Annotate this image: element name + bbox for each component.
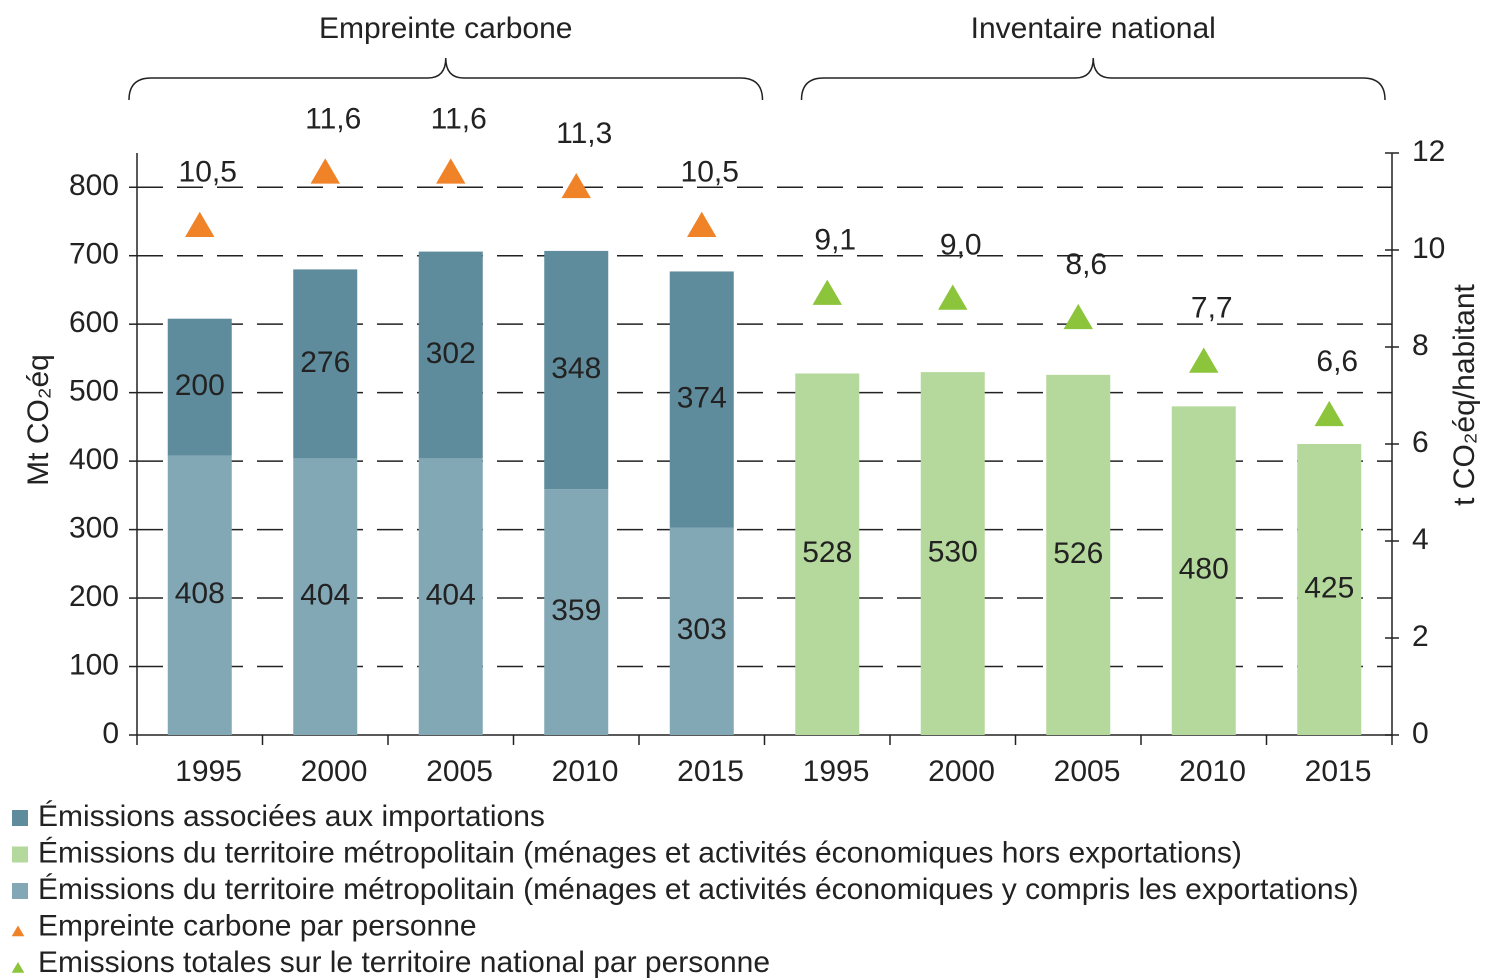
bar-value-label: 348 (551, 352, 601, 385)
triangle-marker (1314, 400, 1344, 427)
bar-value-label: 408 (175, 577, 225, 610)
bar (669, 527, 734, 735)
group-brace (128, 57, 764, 101)
y2-tick-label: 12 (1412, 135, 1445, 168)
bar-value-label: 404 (300, 579, 350, 612)
point-value-label: 11,6 (305, 102, 361, 135)
y2-tick-label: 6 (1412, 426, 1429, 459)
bar-value-label: 530 (928, 535, 978, 568)
bar (418, 458, 483, 735)
triangle-marker (185, 211, 215, 237)
x-tick-label: 2000 (301, 755, 368, 788)
bar (293, 269, 358, 459)
bar (795, 373, 860, 735)
bar-value-label: 425 (1304, 571, 1354, 604)
bar-value-label: 480 (1179, 553, 1229, 586)
bar-value-label: 404 (426, 579, 476, 612)
bar-value-label: 359 (551, 594, 601, 627)
bar-value-label: 200 (175, 369, 225, 402)
x-tick-label: 1995 (803, 755, 870, 788)
y-tick-label: 400 (69, 443, 119, 476)
bar (544, 489, 609, 735)
triangle-marker (1189, 347, 1219, 373)
point-value-label: 10,5 (681, 156, 739, 189)
bar-value-label: 528 (802, 536, 852, 569)
point-value-label: 9,0 (940, 228, 982, 261)
bar (167, 318, 232, 456)
group-brace (800, 57, 1386, 101)
legend-marker (12, 846, 28, 863)
y-tick-label: 600 (69, 306, 119, 339)
bar (1297, 444, 1362, 735)
y-tick-label: 800 (69, 169, 119, 202)
bar (669, 271, 734, 528)
bar (920, 372, 985, 735)
triangle-marker (812, 279, 842, 305)
point-value-label: 9,1 (814, 224, 856, 257)
x-tick-label: 2010 (552, 755, 619, 788)
bar-value-label: 303 (677, 613, 727, 646)
bar-value-label: 276 (300, 346, 350, 379)
bar (418, 251, 483, 459)
bar-value-label: 526 (1053, 537, 1103, 570)
y2-tick-label: 8 (1412, 329, 1429, 362)
x-tick-label: 2010 (1179, 755, 1246, 788)
legend-marker (11, 925, 25, 937)
group-label: Inventaire national (971, 12, 1216, 45)
x-tick-label: 1995 (175, 755, 242, 788)
legend-label: Émissions du territoire métropolitain (m… (38, 836, 1242, 869)
legend-marker (11, 962, 25, 973)
point-value-label: 11,3 (556, 117, 612, 150)
triangle-marker (436, 158, 466, 184)
y2-tick-label: 10 (1412, 232, 1445, 265)
x-tick-label: 2005 (1054, 755, 1121, 788)
point-value-label: 11,6 (431, 102, 487, 135)
bar (167, 455, 232, 735)
legend-label: Emissions totales sur le territoire nati… (38, 946, 770, 978)
y-tick-label: 200 (69, 580, 119, 613)
point-value-label: 6,6 (1316, 345, 1358, 378)
point-value-label: 10,5 (179, 156, 237, 189)
bar-value-label: 302 (426, 337, 476, 370)
bar (293, 458, 358, 735)
x-tick-label: 2000 (928, 755, 995, 788)
y2-tick-label: 0 (1412, 717, 1429, 750)
triangle-marker (1063, 303, 1093, 330)
y-axis-label: Mt CO₂éq (22, 354, 55, 486)
y-tick-label: 0 (102, 717, 119, 750)
legend-label: Émissions associées aux importations (38, 800, 545, 833)
triangle-marker (687, 211, 717, 237)
bar (1046, 374, 1111, 735)
point-value-label: 7,7 (1191, 291, 1233, 324)
y2-tick-label: 4 (1412, 523, 1429, 556)
x-tick-label: 2015 (1305, 755, 1372, 788)
triangle-marker (938, 284, 968, 310)
legend-marker (12, 883, 28, 899)
y2-tick-label: 2 (1412, 620, 1429, 653)
legend-label: Empreinte carbone par personne (38, 909, 477, 942)
y2-axis-label: t CO₂éq/habitant (1448, 283, 1481, 505)
legend-marker (12, 810, 28, 826)
y-tick-label: 500 (69, 375, 119, 408)
triangle-marker (310, 158, 340, 184)
y-tick-label: 700 (69, 238, 119, 271)
triangle-marker (561, 172, 591, 199)
bar-value-label: 374 (677, 381, 727, 414)
point-value-label: 8,6 (1065, 248, 1107, 281)
x-tick-label: 2015 (677, 755, 744, 788)
y-tick-label: 100 (69, 648, 119, 681)
bar (544, 250, 609, 490)
legend-label: Émissions du territoire métropolitain (m… (38, 873, 1359, 906)
bar (1171, 406, 1236, 735)
x-tick-label: 2005 (426, 755, 493, 788)
y-tick-label: 300 (69, 512, 119, 545)
group-label: Empreinte carbone (319, 12, 572, 45)
